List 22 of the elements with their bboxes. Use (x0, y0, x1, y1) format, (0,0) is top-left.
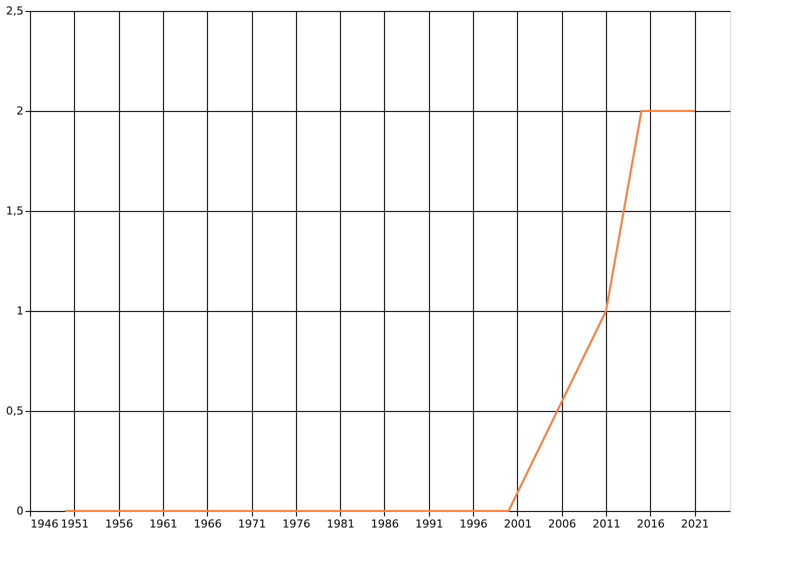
y-tick-label: 0,5 (6, 404, 24, 418)
x-tick-label: 1996 (460, 518, 488, 530)
y-tick-label: 1 (16, 304, 24, 318)
x-tick-label: 1976 (282, 518, 310, 530)
x-tick-label: 1981 (326, 518, 355, 530)
x-tick-label: 1966 (194, 518, 222, 530)
x-tick-label: 2021 (681, 518, 710, 530)
y-tick-label: 2 (16, 104, 24, 118)
x-tick-label: 2006 (548, 518, 576, 530)
x-tick-label: 2001 (504, 518, 532, 530)
x-tick-label: 1951 (60, 518, 89, 530)
x-tick-label: 1991 (415, 518, 444, 530)
x-tick-label: 1956 (105, 518, 134, 530)
x-tick-label: 2016 (636, 518, 665, 530)
x-tick-label: 1961 (149, 518, 178, 530)
y-tick-label: 0 (16, 504, 24, 518)
x-tick-label: 2011 (592, 518, 620, 530)
x-tick-label: 1946 (30, 518, 58, 530)
x-tick-label: 1986 (370, 518, 399, 530)
x-tick-label: 1971 (238, 518, 266, 530)
y-tick-label: 2,5 (6, 4, 24, 18)
y-tick-label: 1,5 (6, 204, 24, 218)
